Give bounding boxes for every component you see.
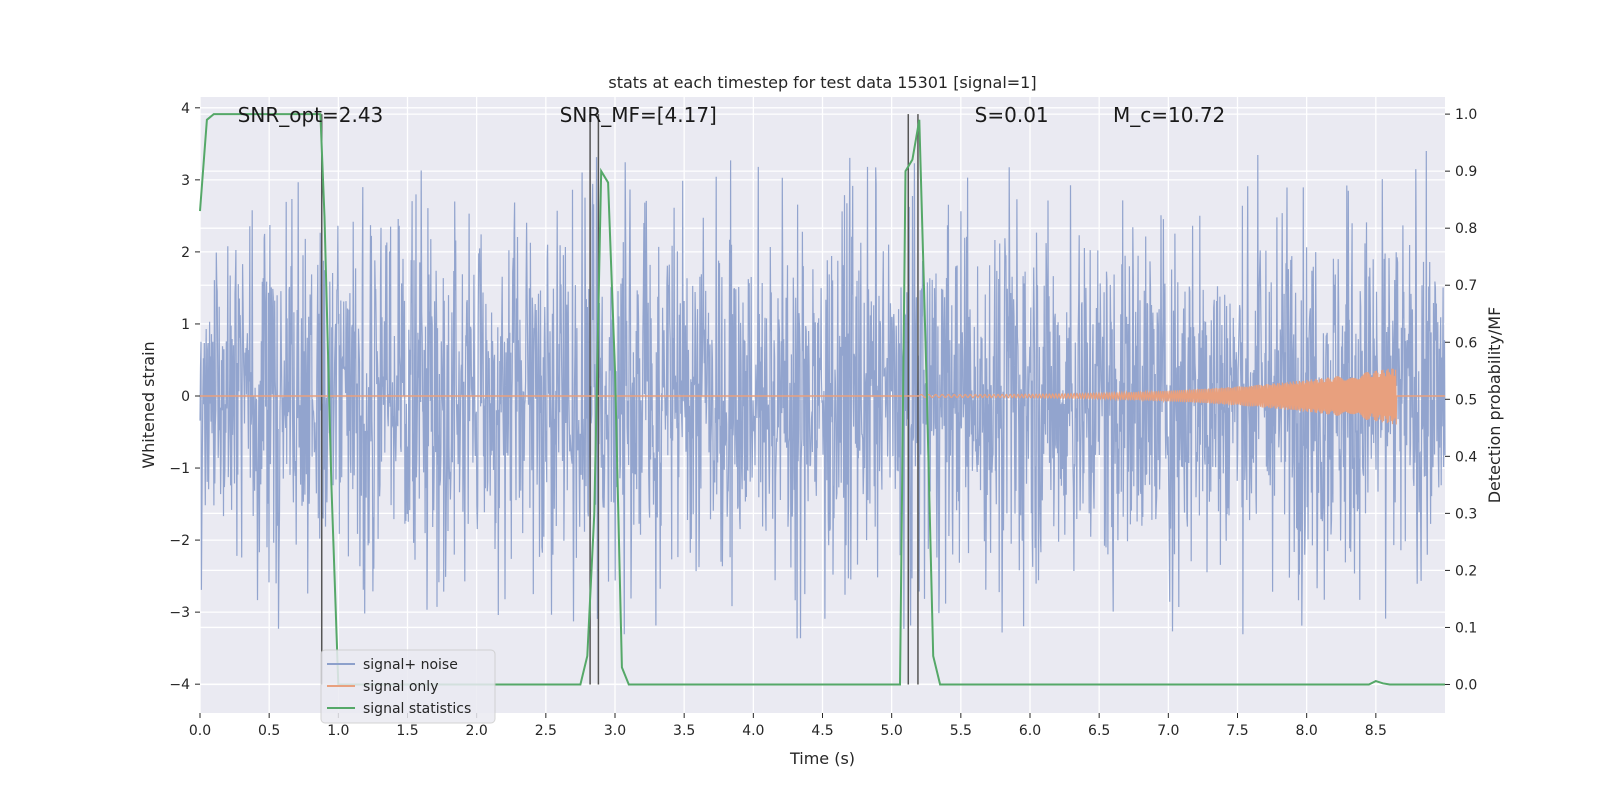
- annotations: SNR_opt=2.43 SNR_MF=[4.17] S=0.01 M_c=10.72: [238, 103, 1226, 127]
- signal-only-series: [200, 368, 1445, 425]
- x-tick-label: 1.5: [396, 723, 418, 739]
- y-right-tick-label: 0.0: [1455, 677, 1477, 693]
- signal-noise-series: [199, 150, 1446, 639]
- y-right-tick-label: 0.4: [1455, 449, 1477, 465]
- chart-title: stats at each timestep for test data 153…: [608, 73, 1036, 92]
- y-axis-label-right: Detection probability/MF: [1485, 307, 1504, 504]
- y-right-tick-label: 0.8: [1455, 221, 1477, 237]
- signal-only-chirp: [918, 368, 1398, 425]
- y-left-tick-label: 2: [181, 245, 190, 261]
- signal-statistics-series: [199, 113, 1445, 686]
- y-right-tick-label: 0.1: [1455, 620, 1477, 636]
- y-right-tick-label: 0.6: [1455, 335, 1477, 351]
- x-tick-label: 3.5: [673, 723, 695, 739]
- y-left-tick-label: −3: [169, 605, 190, 621]
- x-tick-label: 5.5: [950, 723, 972, 739]
- x-tick-label: 7.0: [1157, 723, 1179, 739]
- ticks: 0.0 0.5 1.0 1.5 2.0 2.5 3.0 3.5 4.0 4.5 5.0 5.5 6.0 6…: [169, 101, 1477, 739]
- legend-label: signal+ noise: [363, 657, 458, 673]
- x-tick-label: 6.5: [1088, 723, 1110, 739]
- x-tick-label: 0.0: [189, 723, 211, 739]
- legend-box: [320, 649, 496, 724]
- x-tick-label: 1.0: [327, 723, 349, 739]
- legend-label: signal statistics: [363, 701, 471, 717]
- x-tick-label: 3.0: [604, 723, 626, 739]
- y-axis-label-left: Whitened strain: [139, 341, 158, 468]
- y-right-tick-label: 0.9: [1455, 164, 1477, 180]
- y-right-tick-label: 0.2: [1455, 563, 1477, 579]
- signal-statistics-line: [199, 113, 1445, 686]
- x-axis-label: Time (s): [789, 749, 855, 768]
- annotation-text: SNR_opt=2.43: [238, 103, 384, 127]
- x-tick-label: 6.0: [1019, 723, 1041, 739]
- x-tick-label: 4.5: [811, 723, 833, 739]
- annotation-text: M_c=10.72: [1113, 103, 1225, 127]
- x-tick-label: 4.0: [742, 723, 764, 739]
- x-tick-label: 2.0: [466, 723, 488, 739]
- y-right-tick-label: 1.0: [1455, 107, 1477, 123]
- x-tick-label: 0.5: [258, 723, 280, 739]
- y-right-tick-label: 0.7: [1455, 278, 1477, 294]
- y-right-tick-label: 0.5: [1455, 392, 1477, 408]
- x-tick-label: 2.5: [535, 723, 557, 739]
- y-left-tick-label: 3: [181, 173, 190, 189]
- y-left-tick-label: 0: [181, 389, 190, 405]
- legend: signal+ noise signal only signal statistic…: [320, 649, 496, 724]
- annotation-text: S=0.01: [975, 103, 1049, 127]
- y-right-tick-label: 0.3: [1455, 506, 1477, 522]
- x-tick-label: 5.0: [881, 723, 903, 739]
- vertical-markers: [320, 114, 919, 685]
- annotation-text: SNR_MF=[4.17]: [560, 103, 717, 127]
- y-left-tick-label: −4: [169, 677, 190, 693]
- x-tick-label: 8.0: [1296, 723, 1318, 739]
- y-left-tick-label: 4: [181, 101, 190, 117]
- legend-label: signal only: [363, 679, 438, 695]
- x-tick-label: 7.5: [1226, 723, 1248, 739]
- y-left-tick-label: −1: [169, 461, 190, 477]
- x-tick-label: 8.5: [1365, 723, 1387, 739]
- signal-noise-line: [199, 150, 1446, 639]
- y-left-tick-label: −2: [169, 533, 190, 549]
- y-left-tick-label: 1: [181, 317, 190, 333]
